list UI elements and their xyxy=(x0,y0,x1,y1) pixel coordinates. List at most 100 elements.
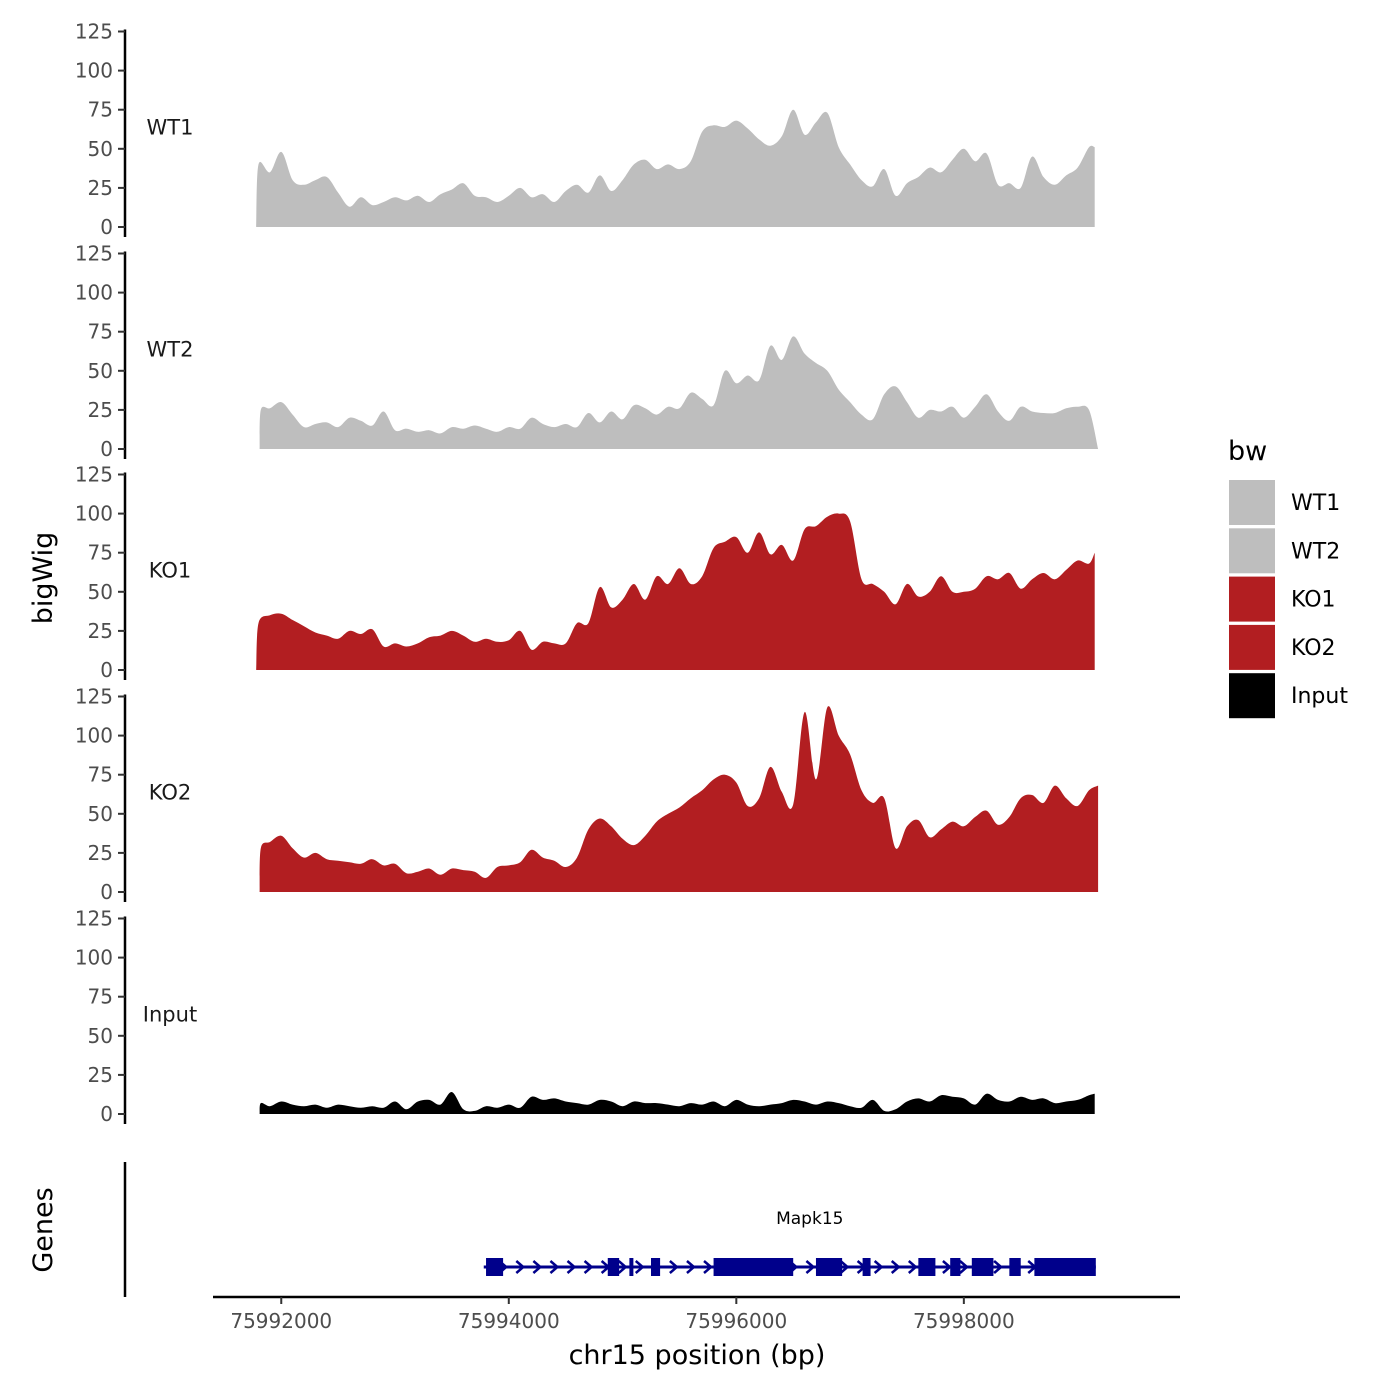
x-tick-label: 75996000 xyxy=(685,1309,787,1333)
x-axis-title: chr15 position (bp) xyxy=(569,1340,826,1371)
y-tick-label: 75 xyxy=(88,985,113,1009)
y-tick-label: 0 xyxy=(100,215,113,239)
y-tick-label: 0 xyxy=(100,880,113,904)
coverage-area-wt1 xyxy=(256,109,1095,227)
legend-label: WT1 xyxy=(1291,491,1340,516)
legend-item-ko1: KO1 xyxy=(1229,576,1336,622)
track-input: 0 25 50 75 100 125 Input xyxy=(75,907,1095,1126)
strand-arrow xyxy=(617,1260,628,1274)
strand-arrow xyxy=(839,1260,850,1274)
y-tick-label: 125 xyxy=(75,242,113,266)
y-tick-label: 100 xyxy=(75,724,113,748)
y-tick-label: 25 xyxy=(88,841,113,865)
legend-label: KO1 xyxy=(1291,588,1336,613)
gene-exon xyxy=(918,1258,936,1276)
strand-arrow xyxy=(532,1260,543,1274)
y-tick-label: 25 xyxy=(88,619,113,643)
strand-arrow xyxy=(583,1260,594,1274)
strand-arrow xyxy=(566,1260,577,1274)
x-tick-label: 75992000 xyxy=(230,1309,332,1333)
track-ko1: 0 25 50 75 100 125 KO1 xyxy=(75,463,1095,682)
gene-exon xyxy=(862,1258,871,1276)
track-ko2: 0 25 50 75 100 125 KO2 xyxy=(75,685,1099,904)
y-tick-label: 50 xyxy=(88,802,113,826)
gene-exon xyxy=(486,1258,504,1276)
y-tick-label: 75 xyxy=(88,98,113,122)
gene-exon xyxy=(1009,1258,1021,1276)
strand-arrow xyxy=(993,1260,1004,1274)
y-axis-title: bigWig xyxy=(28,532,59,625)
legend-label: Input xyxy=(1291,684,1348,709)
gene-name-label: Mapk15 xyxy=(776,1209,843,1229)
gene-exon xyxy=(971,1258,994,1276)
legend-item-wt2: WT2 xyxy=(1229,528,1340,574)
gene-exon xyxy=(629,1258,634,1276)
track-label: WT1 xyxy=(147,116,194,140)
gene-exon xyxy=(950,1258,961,1276)
y-tick-label: 50 xyxy=(88,137,113,161)
y-tick-label: 50 xyxy=(88,580,113,604)
legend-item-wt1: WT1 xyxy=(1229,480,1340,525)
coverage-area-ko1 xyxy=(256,513,1095,670)
track-label: Input xyxy=(143,1003,197,1027)
legend-item-input: Input xyxy=(1229,673,1348,719)
strand-arrow xyxy=(549,1260,560,1274)
y-tick-label: 100 xyxy=(75,502,113,526)
strand-arrow xyxy=(959,1260,969,1274)
y-tick-label: 0 xyxy=(100,658,113,682)
y-tick-label: 75 xyxy=(88,541,113,565)
legend-swatch xyxy=(1229,528,1275,574)
strand-arrow xyxy=(805,1260,816,1274)
y-tick-label: 100 xyxy=(75,281,113,305)
y-tick-label: 0 xyxy=(100,1102,113,1126)
legend-swatch xyxy=(1229,576,1275,622)
y-tick-label: 125 xyxy=(75,907,113,931)
x-axis: 75992000 75994000 75996000 75998000 xyxy=(213,1295,1180,1333)
gene-exon xyxy=(650,1258,661,1276)
strand-arrow xyxy=(890,1260,901,1274)
track-wt2: 0 25 50 75 100 125 WT2 xyxy=(75,242,1099,461)
gene-exon xyxy=(1034,1258,1096,1276)
gene-exon xyxy=(713,1258,794,1276)
strand-arrow xyxy=(873,1260,884,1274)
y-tick-label: 50 xyxy=(88,359,113,383)
coverage-area-wt2 xyxy=(259,336,1099,449)
gene-exon xyxy=(815,1258,843,1276)
legend-item-ko2: KO2 xyxy=(1229,624,1336,670)
legend-swatch xyxy=(1229,673,1275,719)
y-tick-label: 0 xyxy=(100,437,113,461)
y-tick-label: 25 xyxy=(88,398,113,422)
coverage-area-input xyxy=(259,1092,1095,1114)
track-wt1: 0 25 50 75 100 125 WT1 xyxy=(75,20,1095,239)
strand-arrow xyxy=(634,1260,645,1274)
gene-exon xyxy=(607,1258,620,1276)
gene-mapk15: Mapk15 xyxy=(483,1209,1096,1276)
coverage-tracks: 0 25 50 75 100 125 WT1 0 25 50 75 100 125 WT2 0 25 50 75 1… xyxy=(75,20,1099,1126)
coverage-area-ko2 xyxy=(259,706,1099,892)
legend-swatch xyxy=(1229,624,1275,670)
strand-arrow xyxy=(669,1260,679,1274)
legend: bw WT1 WT2 KO1 KO2 Input xyxy=(1228,436,1348,719)
y-tick-label: 100 xyxy=(75,59,113,83)
y-tick-label: 100 xyxy=(75,946,113,970)
genes-axis-title: Genes xyxy=(28,1187,59,1272)
y-tick-label: 75 xyxy=(88,763,113,787)
y-tick-label: 125 xyxy=(75,685,113,709)
x-tick-label: 75998000 xyxy=(913,1309,1015,1333)
y-tick-label: 25 xyxy=(88,176,113,200)
strand-arrow xyxy=(907,1260,918,1274)
strand-arrow xyxy=(515,1260,526,1274)
track-label: KO1 xyxy=(149,559,192,583)
strand-arrow xyxy=(686,1260,696,1274)
y-tick-label: 125 xyxy=(75,463,113,487)
legend-label: KO2 xyxy=(1291,636,1336,661)
y-tick-label: 75 xyxy=(88,320,113,344)
x-tick-label: 75994000 xyxy=(458,1309,560,1333)
strand-arrow xyxy=(942,1260,952,1274)
legend-label: WT2 xyxy=(1291,539,1340,564)
y-tick-label: 125 xyxy=(75,20,113,44)
genes-panel: Mapk15 xyxy=(123,1162,1096,1297)
legend-title: bw xyxy=(1228,436,1267,467)
